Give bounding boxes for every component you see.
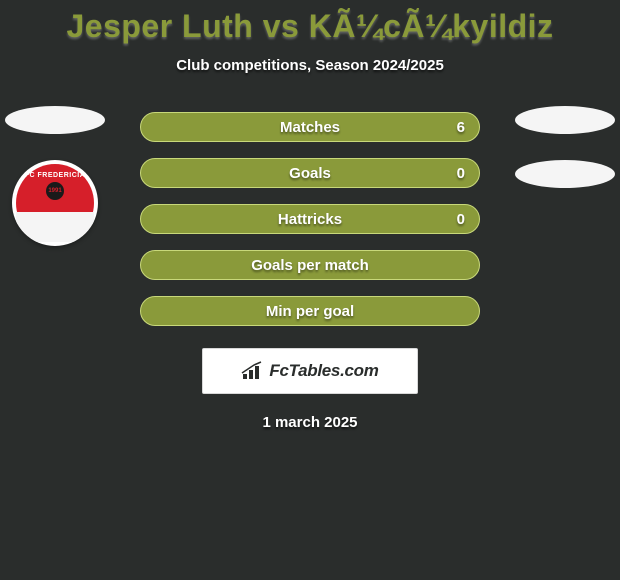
stat-label: Matches	[280, 119, 340, 136]
stat-label: Goals	[289, 165, 331, 182]
club-badge-inner: FC FREDERICIA 1991	[16, 164, 94, 242]
brand-text: FcTables.com	[269, 361, 378, 381]
stat-rows: Matches 6 Goals 0 Hattricks 0 Goals per …	[140, 112, 480, 326]
stat-label: Hattricks	[278, 211, 342, 228]
stat-row-min-per-goal: Min per goal	[140, 296, 480, 326]
bar-chart-icon	[241, 361, 265, 381]
player-oval-right-2	[515, 160, 615, 188]
comparison-card: Jesper Luth vs KÃ¼cÃ¼kyildiz Club compet…	[0, 0, 620, 431]
club-badge-stripe	[16, 212, 94, 242]
club-badge-name: FC FREDERICIA	[16, 172, 94, 179]
stat-label: Goals per match	[251, 257, 369, 274]
stat-row-hattricks: Hattricks 0	[140, 204, 480, 234]
club-badge-year: 1991	[46, 182, 64, 200]
left-player-badges: FC FREDERICIA 1991	[0, 106, 110, 246]
subtitle: Club competitions, Season 2024/2025	[0, 57, 620, 74]
player-oval-left	[5, 106, 105, 134]
stat-row-goals: Goals 0	[140, 158, 480, 188]
stat-row-goals-per-match: Goals per match	[140, 250, 480, 280]
stat-value: 0	[457, 211, 465, 228]
club-badge-left: FC FREDERICIA 1991	[12, 160, 98, 246]
stat-value: 0	[457, 165, 465, 182]
stat-label: Min per goal	[266, 303, 354, 320]
page-title: Jesper Luth vs KÃ¼cÃ¼kyildiz	[0, 8, 620, 45]
stat-row-matches: Matches 6	[140, 112, 480, 142]
stats-area: FC FREDERICIA 1991 Matches 6 Goals 0 Hat…	[0, 112, 620, 326]
player-oval-right-1	[515, 106, 615, 134]
right-player-badges	[510, 106, 620, 188]
date-line: 1 march 2025	[0, 414, 620, 431]
brand-footer[interactable]: FcTables.com	[202, 348, 418, 394]
stat-value: 6	[457, 119, 465, 136]
